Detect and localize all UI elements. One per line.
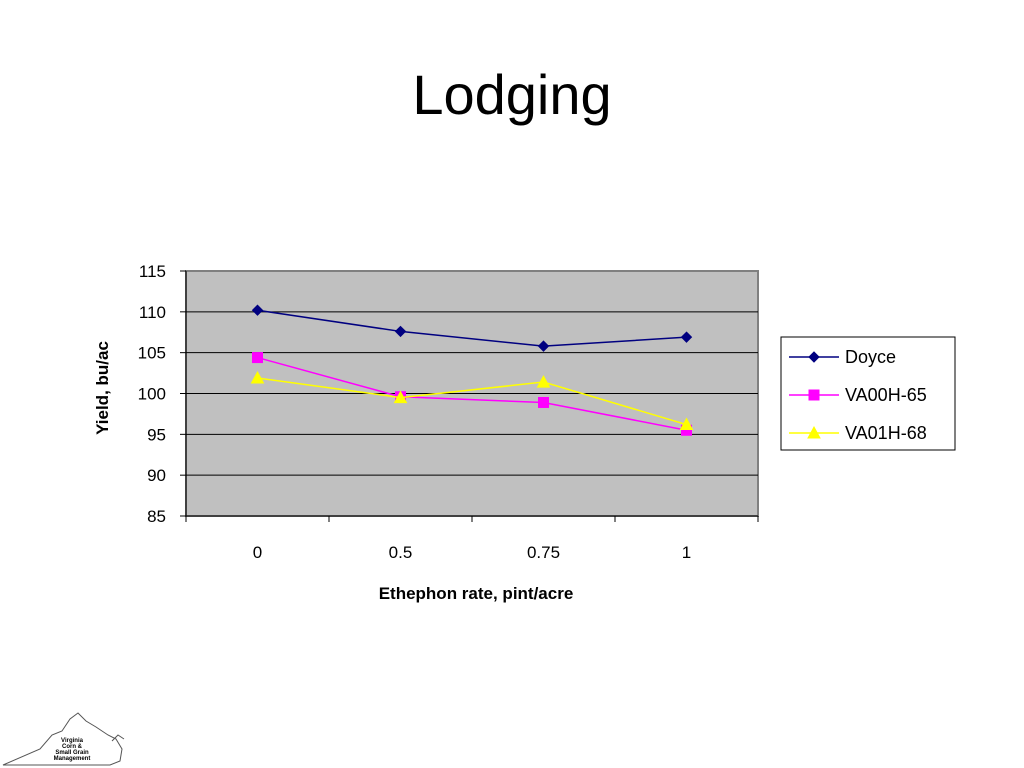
y-tick-label: 90: [147, 466, 166, 485]
y-tick-label: 85: [147, 507, 166, 526]
series-line: [257, 356, 687, 431]
data-point-diamond: [537, 340, 550, 352]
x-tick-label: 1: [682, 543, 691, 562]
data-point-square: [808, 389, 820, 401]
legend-label: Doyce: [845, 347, 896, 367]
data-point-square: [252, 352, 263, 364]
logo-text-line: Management: [54, 756, 91, 762]
series-line: [257, 377, 687, 426]
x-tick-label: 0: [253, 543, 262, 562]
y-axis-title: Yield, bu/ac: [93, 341, 112, 435]
data-point-triangle: [250, 370, 265, 384]
y-tick-label: 95: [147, 425, 166, 444]
logo-text-line: Corn &: [62, 744, 83, 750]
y-tick-label: 110: [139, 303, 166, 322]
y-tick-label: 100: [138, 385, 166, 404]
virginia-outline-icon: [2, 712, 123, 766]
data-point-diamond: [680, 331, 693, 343]
y-tick-label: 105: [138, 344, 166, 363]
series-line: [257, 309, 687, 347]
data-point-diamond: [808, 351, 820, 363]
logo-text-line: Small Grain: [55, 750, 89, 756]
legend-label: VA00H-65: [845, 385, 927, 405]
data-point-diamond: [251, 304, 264, 316]
data-point-triangle: [536, 375, 551, 388]
logo-text-line: Virginia: [61, 738, 84, 744]
x-axis-title: Ethephon rate, pint/acre: [379, 584, 574, 603]
line-chart: 85 90 95 100 105 110 115 0 0.5 0.75 1 Ethephon rate…: [93, 262, 956, 603]
data-point-triangle: [393, 390, 408, 404]
legend-label: VA01H-68: [845, 423, 927, 443]
data-point-diamond: [394, 325, 407, 338]
data-point-triangle: [807, 425, 821, 439]
x-tick-label: 0.75: [527, 543, 560, 562]
data-point-square: [538, 396, 549, 408]
data-point-triangle: [679, 417, 694, 431]
y-tick-label: 115: [139, 262, 166, 281]
slide-title: Lodging: [412, 63, 612, 126]
x-tick-label: 0.5: [389, 543, 413, 562]
virginia-logo: Virginia Corn & Small Grain Management: [2, 712, 125, 766]
